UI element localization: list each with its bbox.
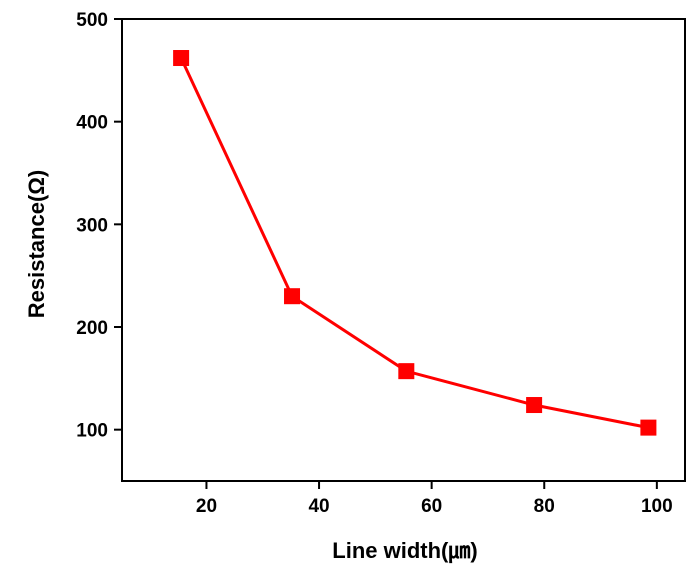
y-tick-label: 200 (76, 318, 108, 339)
data-point (640, 419, 657, 436)
y-tick-label: 400 (76, 113, 108, 134)
y-tick-label: 300 (76, 215, 108, 236)
series-layer (173, 50, 657, 436)
y-tick-label: 500 (76, 10, 108, 31)
data-point (284, 288, 301, 305)
data-point (398, 363, 415, 380)
x-tick-label: 20 (196, 496, 217, 517)
x-tick-label: 40 (308, 496, 329, 517)
data-point (173, 50, 190, 67)
x-tick-label: 60 (421, 496, 442, 517)
x-axis-title: Line width(㎛) (332, 538, 477, 564)
axis-ticks: 20 40 60 80 100 100 200 300 400 500 (76, 10, 672, 517)
y-tick-label: 100 (76, 421, 108, 442)
data-point (526, 397, 543, 414)
plot-frame (121, 18, 686, 482)
x-tick-label: 80 (534, 496, 555, 517)
x-tick-label: 100 (641, 496, 673, 517)
series-line (179, 57, 649, 430)
y-axis-title: Resistance(Ω) (24, 170, 49, 318)
